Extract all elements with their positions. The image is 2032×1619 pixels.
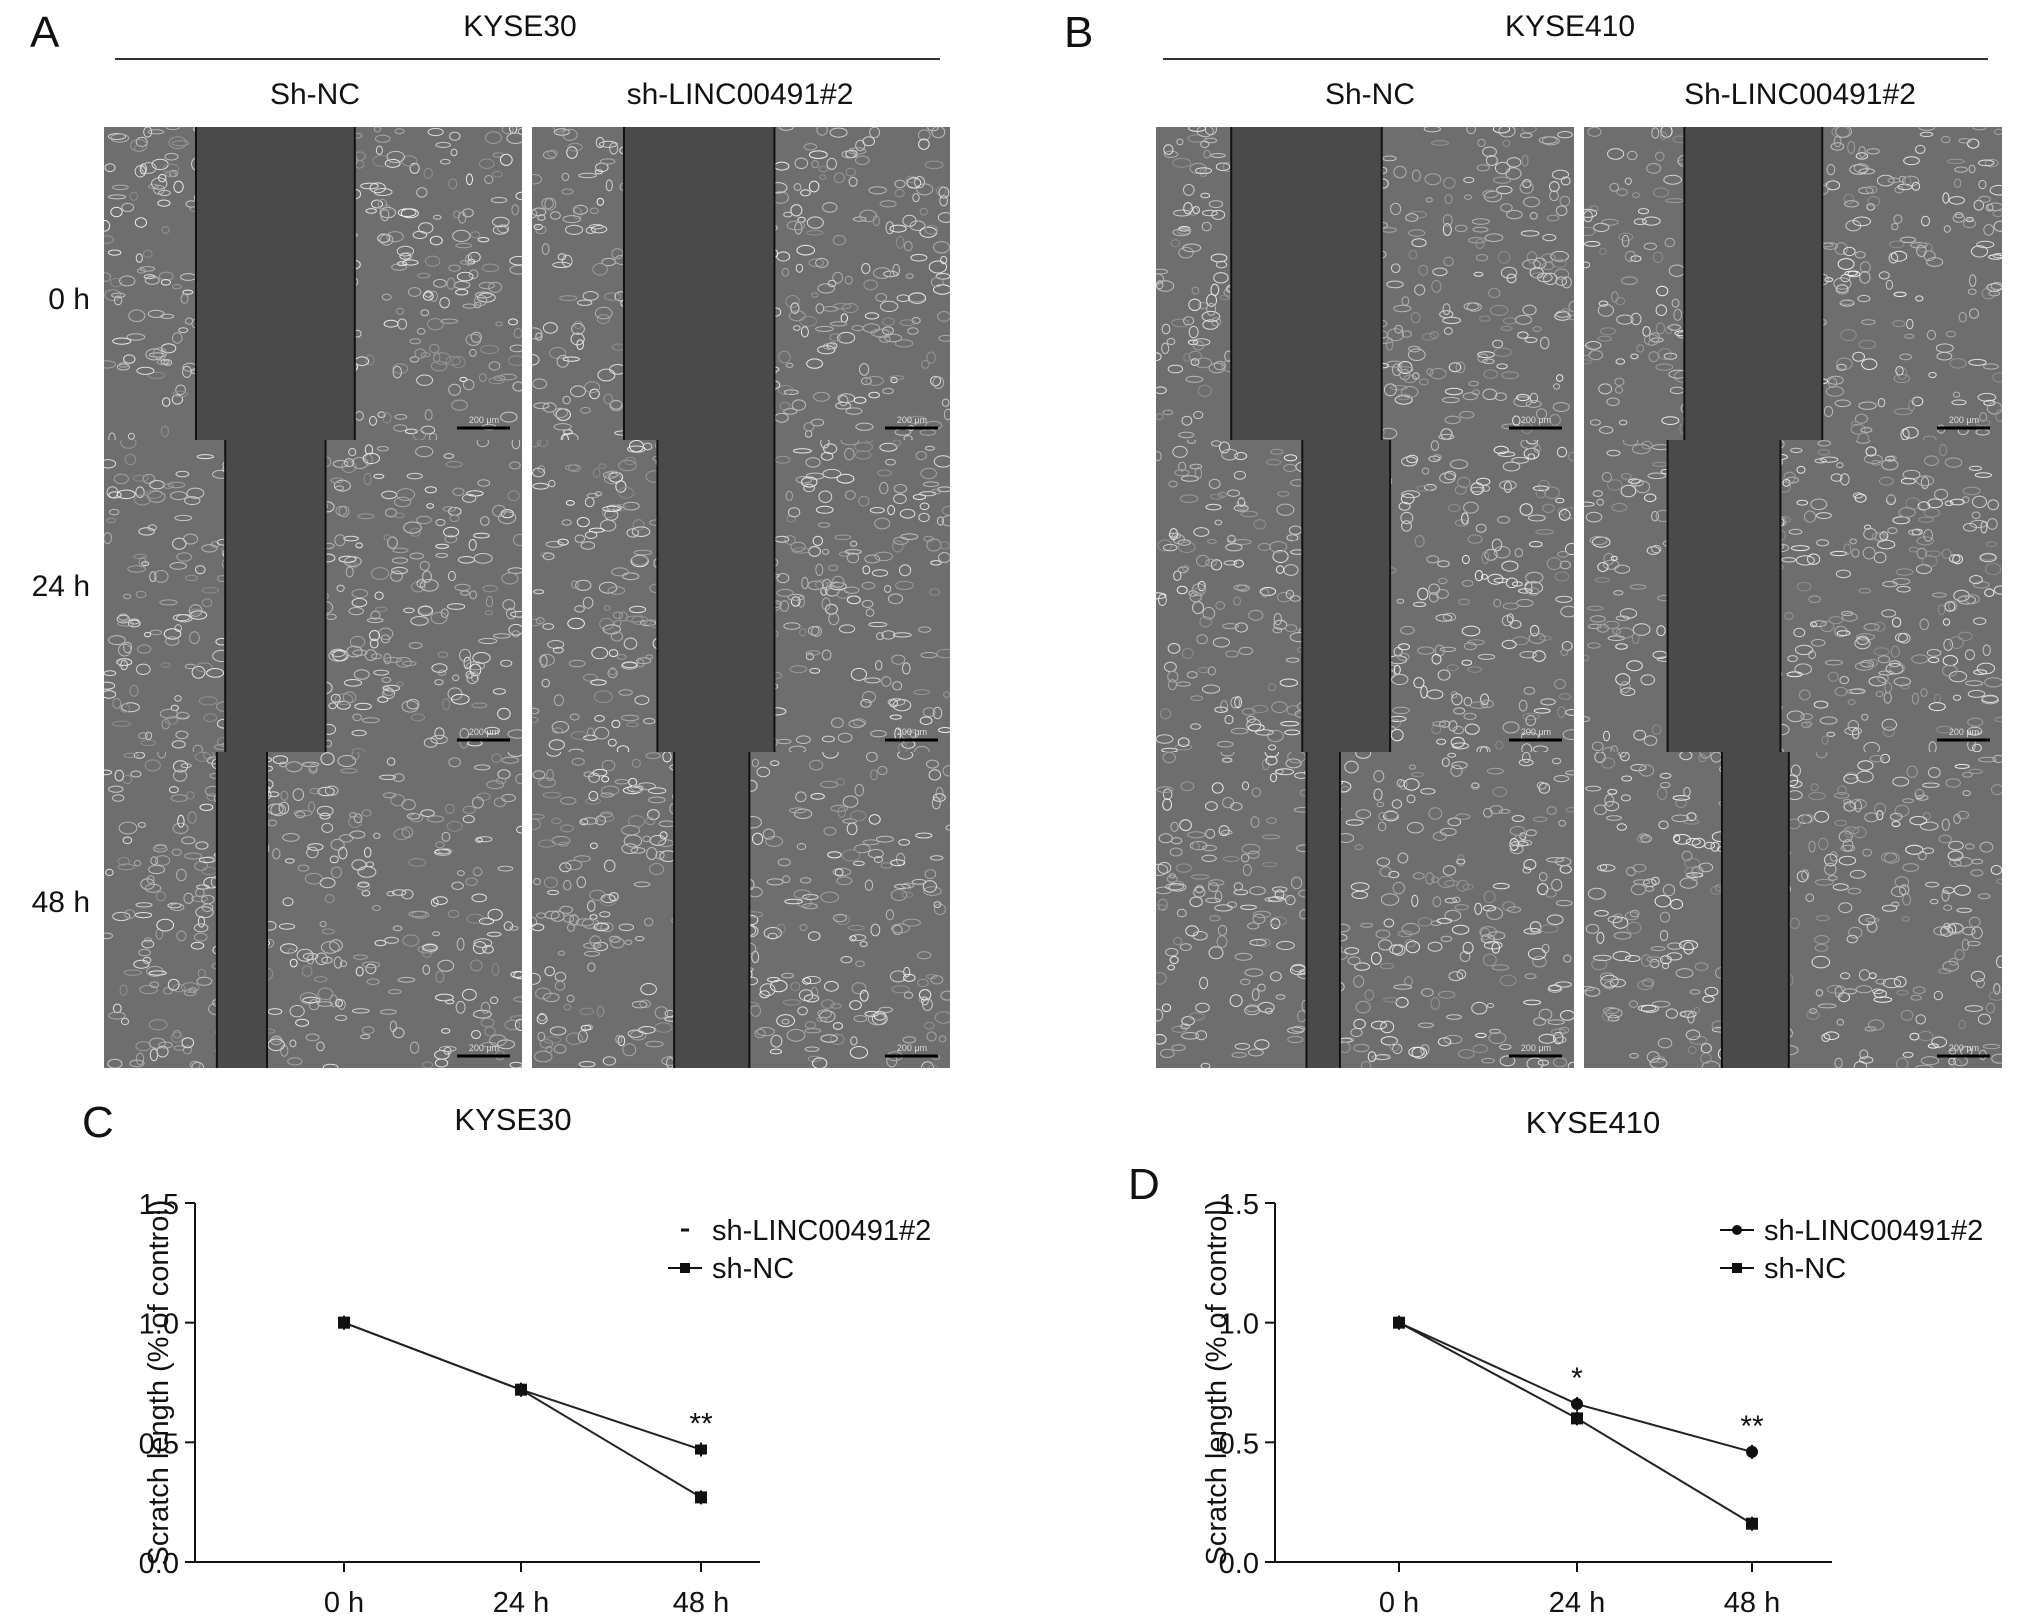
chart-d: KYSE410 0.0 0.5 1.0 1.5 0 h 24 h 48 h Scratch le…	[1201, 1105, 1983, 1619]
panel-b-header-rule	[1163, 58, 1988, 60]
x-tick-label: 48 h	[673, 1587, 729, 1619]
legend-label: sh-NC	[1764, 1253, 1846, 1285]
panel-b-cell-line: KYSE410	[1504, 10, 1636, 43]
panel-letter-a: A	[30, 8, 60, 57]
y-tick-label: 1.5	[1219, 1189, 1259, 1221]
chart-title: KYSE30	[454, 1102, 571, 1137]
significance-marker: **	[689, 1408, 713, 1441]
x-tick-label: 48 h	[1724, 1587, 1780, 1619]
panel-a-col-label-2: sh-LINC00491#2	[626, 78, 854, 111]
scale-bar-label: 200 μm	[1521, 1043, 1551, 1053]
y-tick-label: 1.5	[139, 1189, 179, 1221]
x-tick-label: 0 h	[324, 1587, 364, 1619]
legend-label: sh-LINC00491#2	[1764, 1215, 1983, 1247]
micrograph-tile: 200 μm	[1156, 752, 1574, 1068]
data-point	[338, 1316, 350, 1329]
legend-label: sh-LINC00491#2	[712, 1215, 931, 1247]
legend-marker	[1732, 1225, 1742, 1235]
y-tick-label: 1.0	[1219, 1309, 1259, 1341]
scale-bar-label: 200 μm	[469, 415, 499, 425]
chart-c: KYSE30 0.0 0.5 1.0 1.5 0 h 24 h 48 h Scratch len…	[139, 1102, 932, 1619]
data-point	[515, 1383, 527, 1396]
scale-bar-label: 200 μm	[1949, 415, 1979, 425]
y-tick-label: 1.0	[139, 1309, 179, 1341]
legend-marker	[680, 1263, 690, 1273]
micrograph-tile: 200 μm	[104, 127, 522, 440]
scale-bar-label: 200 μm	[469, 727, 499, 737]
panel-b-col-label-1: Sh-NC	[1324, 78, 1415, 111]
y-tick-label: 0.5	[139, 1428, 179, 1460]
scale-bar-label: 200 μm	[1521, 415, 1551, 425]
scale-bar-label: 200 μm	[1949, 727, 1979, 737]
y-axis-label: Scratch length (% of control)	[143, 1200, 175, 1566]
panel-letter-b: B	[1064, 8, 1094, 57]
x-tick-label: 24 h	[1549, 1587, 1605, 1619]
scale-bar-label: 200 μm	[897, 415, 927, 425]
panel-letter-d: D	[1128, 1160, 1160, 1209]
scale-bar-label: 200 μm	[897, 727, 927, 737]
x-tick-label: 24 h	[493, 1587, 549, 1619]
scale-bar-label: 200 μm	[469, 1043, 499, 1053]
scale-bar-label: 200 μm	[897, 1043, 927, 1053]
legend-marker	[1732, 1263, 1742, 1273]
scale-bar-label: 200 μm	[1949, 1043, 1979, 1053]
panel-letter-c: C	[82, 1098, 114, 1147]
panel-a-row-label-48h: 48 h	[31, 886, 90, 919]
panel-a-header-rule	[115, 58, 940, 60]
data-point	[1393, 1316, 1405, 1329]
panel-a-col-label-1: Sh-NC	[269, 78, 360, 111]
x-tick-label: 0 h	[1379, 1587, 1419, 1619]
chart-title: KYSE410	[1526, 1105, 1660, 1140]
micrograph-tile: 200 μm	[1584, 127, 2002, 440]
scale-bar-label: 200 μm	[1521, 727, 1551, 737]
y-tick-label: 0.0	[139, 1548, 179, 1580]
data-point	[1746, 1445, 1758, 1458]
data-point	[1746, 1517, 1758, 1530]
data-point	[695, 1491, 707, 1504]
data-point	[695, 1444, 707, 1455]
data-point	[1571, 1398, 1583, 1411]
y-tick-label: 0.0	[1219, 1548, 1259, 1580]
micrograph-tile: 200 μm	[1584, 440, 2002, 752]
significance-marker: *	[1571, 1362, 1583, 1395]
micrograph-tile: 200 μm	[532, 127, 950, 440]
micrograph-tile: 200 μm	[532, 440, 950, 752]
y-tick-label: 0.5	[1219, 1428, 1259, 1460]
panel-a-row-label-0h: 0 h	[48, 283, 90, 316]
micrograph-tile: 200 μm	[1156, 127, 1574, 440]
micrograph-tile: 200 μm	[532, 752, 950, 1068]
y-axis-label: Scratch length (% of control)	[1201, 1200, 1233, 1566]
micrograph-tile: 200 μm	[104, 752, 522, 1068]
series-line	[343, 1321, 702, 1499]
data-point	[1571, 1412, 1583, 1425]
panel-a-cell-line: KYSE30	[463, 10, 577, 43]
micrograph-tile: 200 μm	[104, 440, 522, 752]
panel-a-row-label-24h: 24 h	[31, 570, 90, 603]
legend-label: sh-NC	[712, 1253, 794, 1285]
significance-marker: **	[1740, 1410, 1764, 1443]
micrograph-tile: 200 μm	[1156, 440, 1574, 752]
panel-b-col-label-2: Sh-LINC00491#2	[1684, 78, 1916, 111]
micrograph-tile: 200 μm	[1584, 752, 2002, 1068]
